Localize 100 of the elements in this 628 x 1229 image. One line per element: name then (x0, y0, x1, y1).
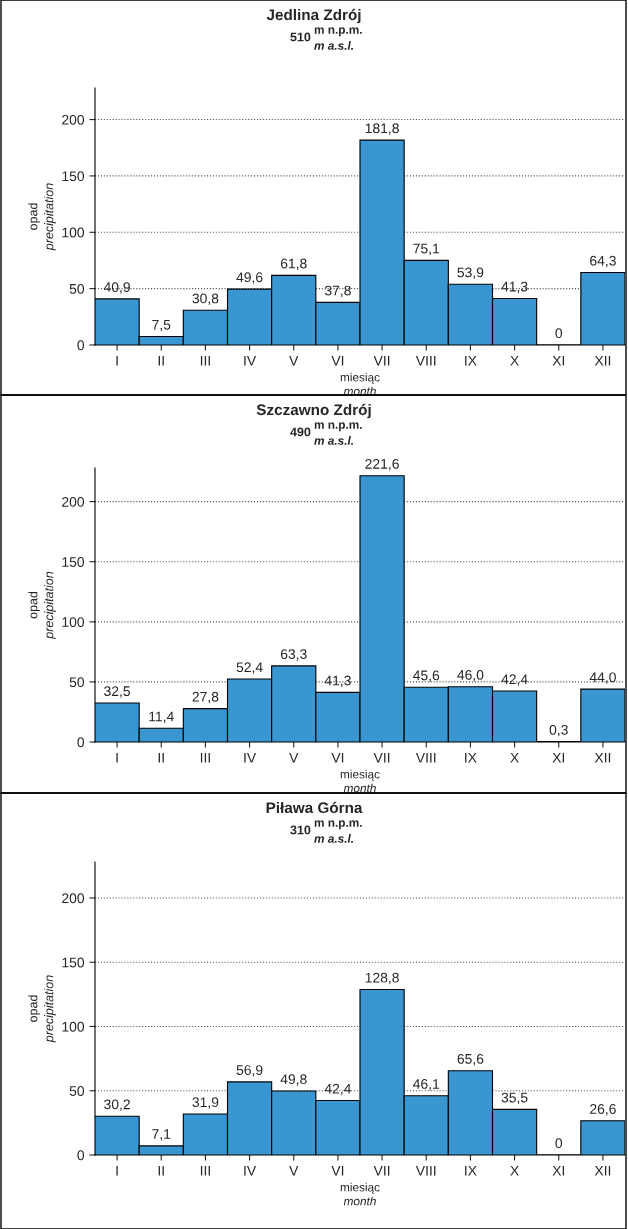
x-tick-label: I (116, 752, 118, 763)
data-label: 53,9 (457, 267, 484, 279)
x-tick-label: III (200, 1165, 210, 1176)
x-tick-label: VIII (415, 752, 436, 763)
x-tick-label: V (289, 752, 299, 763)
x-tick-label: X (510, 752, 519, 763)
text: m a.s.l. (314, 834, 354, 843)
data-label: 41,3 (324, 675, 351, 688)
data-label: 221,6 (365, 458, 399, 471)
chart-title: Szczawno Zdrój (256, 403, 371, 419)
data-label: 7,1 (152, 1129, 171, 1141)
x-axis-title: miesiąc month (340, 1182, 380, 1206)
y-tick-label: 200 (62, 114, 85, 125)
y-tick-label: 150 (62, 557, 85, 567)
y-tick-label: 0 (77, 737, 85, 748)
y-tick-label: 150 (62, 171, 85, 182)
text: m n.p.m. (314, 27, 362, 37)
x-tick-label: X (510, 1165, 519, 1176)
x-tick-label: IV (244, 752, 257, 763)
data-label: 32,5 (104, 686, 131, 698)
y-tick-label: 50 (69, 283, 85, 294)
chart-subtitle: 490 (290, 427, 311, 437)
x-tick-label: V (289, 1165, 299, 1176)
text: m n.p.m. (314, 422, 362, 432)
x-tick-label: X (510, 355, 519, 366)
data-label: 44,0 (589, 672, 616, 684)
y-tick-label: 50 (69, 1086, 85, 1096)
data-label: 56,9 (236, 1065, 263, 1077)
x-tick-label: VI (331, 752, 344, 763)
x-axis-title: miesiąc month (340, 769, 380, 793)
x-axis-title: miesiąc month (340, 372, 380, 396)
text: m a.s.l. (314, 436, 354, 445)
x-tick-label: VII (373, 1165, 390, 1176)
y-tick-label: 100 (62, 227, 85, 238)
data-label: 52,4 (236, 662, 263, 674)
x-tick-label: IX (465, 355, 477, 366)
x-tick-label: II (158, 1165, 164, 1176)
data-label: 45,6 (413, 670, 440, 682)
x-tick-label: XI (552, 1165, 565, 1176)
data-label: 0 (555, 1138, 563, 1149)
x-tick-label: VII (373, 752, 390, 763)
x-tick-label: XI (552, 355, 565, 366)
y-tick-label: 0 (77, 340, 85, 351)
x-tick-label: VII (373, 355, 390, 366)
data-label: 128,8 (365, 972, 399, 985)
y-axis-title: opad precipitation (28, 183, 56, 251)
y-tick-label: 150 (62, 957, 85, 968)
data-label: 65,6 (457, 1053, 484, 1066)
x-tick-label: V (289, 355, 299, 366)
x-tick-label: XI (552, 752, 565, 763)
data-label: 31,9 (192, 1097, 219, 1109)
text: m a.s.l. (314, 41, 354, 50)
y-tick-label: 100 (62, 1021, 85, 1032)
data-label: 64,3 (590, 255, 616, 268)
y-tick-label: 200 (62, 893, 85, 904)
x-tick-label: XII (594, 752, 611, 763)
data-label: 46,0 (457, 669, 484, 682)
chart-subtitle: 510 (290, 32, 311, 42)
data-label: 46,1 (413, 1079, 440, 1091)
data-label: 49,6 (236, 272, 263, 284)
data-label: 63,3 (280, 649, 307, 661)
chart-title: Piława Górna (266, 801, 363, 814)
y-axis-title: opad precipitation (28, 975, 56, 1043)
x-tick-label: XII (594, 1165, 611, 1176)
x-tick-label: I (116, 355, 118, 366)
data-label: 35,5 (501, 1092, 528, 1105)
x-tick-label: IV (244, 1165, 257, 1176)
x-tick-label: VIII (415, 1165, 436, 1176)
data-label: 75,1 (413, 243, 440, 256)
x-tick-label: XII (594, 355, 611, 366)
chart-title: Jedlina Zdrój (266, 8, 361, 24)
x-tick-label: VI (331, 1165, 344, 1176)
x-tick-label: VIII (415, 355, 436, 366)
x-tick-label: III (200, 752, 210, 763)
x-tick-label: III (200, 355, 210, 366)
data-label: 0,3 (549, 724, 568, 737)
x-tick-label: IV (244, 355, 257, 366)
data-label: 11,4 (149, 711, 174, 724)
x-tick-label: IX (465, 752, 477, 763)
data-label: 42,4 (324, 1083, 352, 1096)
x-tick-label: VI (331, 355, 344, 366)
data-label: 61,8 (280, 258, 307, 271)
y-axis-title: opad precipitation (28, 571, 56, 640)
chart-subtitle: 310 (290, 825, 311, 835)
data-label: 181,8 (365, 123, 399, 135)
x-tick-label: I (116, 1165, 118, 1176)
y-tick-label: 50 (69, 677, 85, 688)
data-label: 26,6 (590, 1104, 616, 1116)
data-label: 40,9 (103, 282, 130, 294)
x-tick-label: II (158, 752, 164, 763)
data-label: 7,5 (152, 319, 171, 332)
text: m n.p.m. (314, 820, 362, 830)
data-label: 0 (555, 328, 563, 339)
data-label: 37,8 (324, 285, 351, 298)
data-label: 42,4 (501, 674, 528, 686)
y-tick-label: 100 (62, 617, 85, 627)
data-label: 49,8 (280, 1074, 307, 1086)
data-label: 30,2 (104, 1099, 130, 1111)
data-label: 41,3 (501, 281, 528, 294)
data-label: 27,8 (192, 691, 219, 704)
